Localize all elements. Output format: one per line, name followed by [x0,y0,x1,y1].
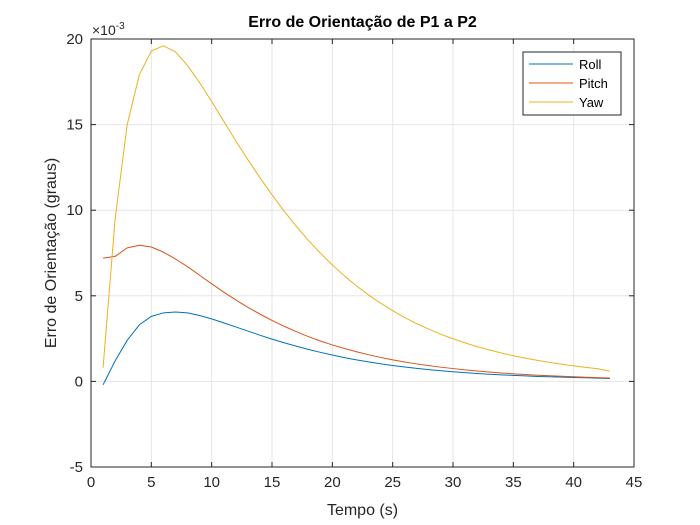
plot-border [90,38,635,468]
x-tick-label: 10 [203,474,220,491]
y-tick-label: 0 [75,373,83,390]
y-exponent-prefix: ×10 [92,22,116,38]
chart-title: Erro de Orientação de P1 a P2 [248,14,477,31]
y-tick-label: 5 [75,288,83,305]
series-line-roll [102,311,610,386]
x-tick-label: 0 [87,474,95,491]
x-tick-label: 30 [445,474,462,491]
x-tick-label: 20 [324,474,341,491]
series-group [102,45,610,386]
y-axis-label: Erro de Orientação (graus) [43,158,60,348]
x-tick-label: 5 [147,474,155,491]
legend-label-yaw: Yaw [579,95,604,110]
y-tick-label: 15 [66,117,83,134]
series-line-pitch [102,244,610,379]
x-axis-label: Tempo (s) [327,502,398,519]
x-axis-ticks: 0 5 10 15 20 25 30 35 40 45 [87,39,643,491]
y-axis-ticks: -5 0 5 10 15 20 [66,31,634,476]
x-tick-label: 25 [384,474,401,491]
x-tick-label: 35 [505,474,522,491]
legend-label-pitch: Pitch [579,76,608,91]
x-tick-label: 40 [565,474,582,491]
x-tick-label: 15 [264,474,281,491]
y-tick-label: 10 [66,202,83,219]
y-tick-label: 20 [66,31,83,48]
legend: Roll Pitch Yaw [522,51,622,116]
legend-label-roll: Roll [579,57,602,72]
y-tick-label: -5 [70,459,83,476]
x-tick-label: 45 [626,474,643,491]
series-line-yaw [102,45,610,372]
y-axis-exponent: ×10-3 [92,21,125,38]
y-exponent-power: -3 [116,21,125,32]
